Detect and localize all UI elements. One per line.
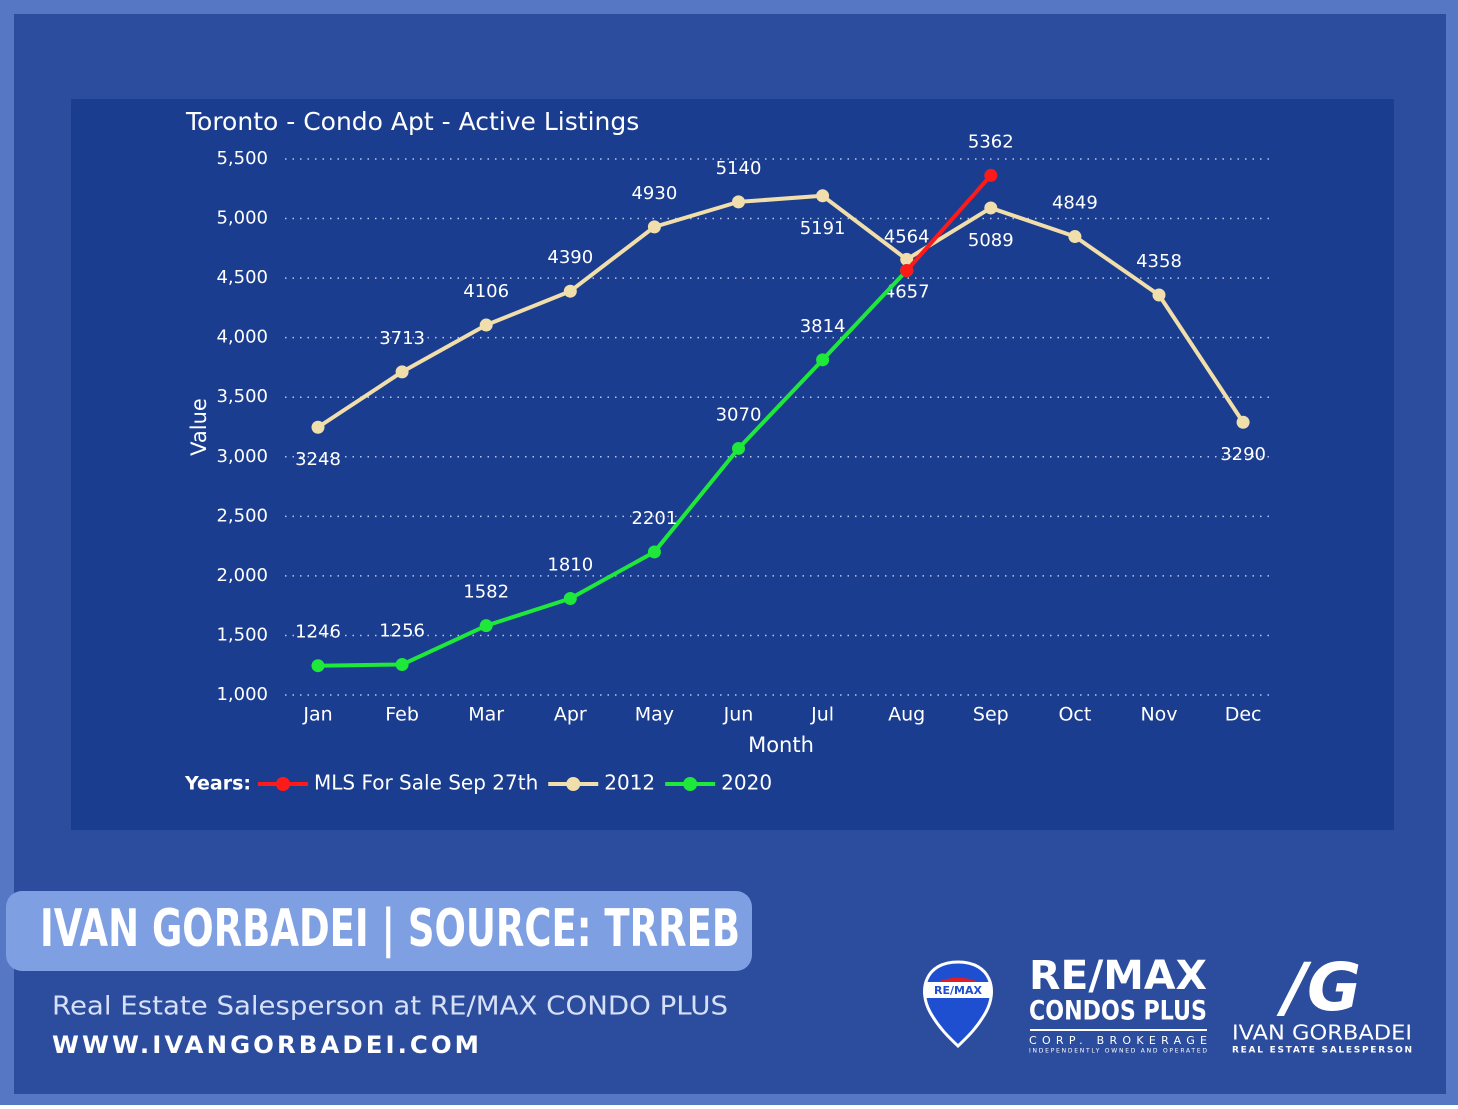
y-tick-label: 4,500 bbox=[216, 267, 268, 288]
website: WWW.IVANGORBADEI.COM bbox=[52, 1031, 482, 1059]
x-axis-label: Month bbox=[748, 733, 814, 757]
banner bbox=[6, 891, 752, 971]
monogram: /G bbox=[1276, 949, 1361, 1026]
point bbox=[647, 545, 661, 559]
x-tick-label: Mar bbox=[468, 704, 504, 726]
chart-panel bbox=[71, 99, 1394, 830]
point bbox=[647, 220, 661, 234]
point bbox=[479, 619, 493, 633]
y-tick-label: 3,500 bbox=[216, 386, 268, 407]
x-tick-label: Jan bbox=[302, 704, 332, 726]
y-tick-label: 2,500 bbox=[216, 505, 268, 526]
legend: MLS For Sale Sep 27th 2012 2020 bbox=[258, 771, 772, 795]
point bbox=[395, 658, 409, 672]
y-tick-label: 5,500 bbox=[216, 148, 268, 169]
data-label: 1810 bbox=[547, 555, 593, 576]
point bbox=[816, 189, 830, 203]
point bbox=[479, 318, 493, 332]
x-tick-label: Jul bbox=[810, 704, 834, 726]
point bbox=[816, 353, 830, 367]
data-label: 5362 bbox=[968, 131, 1014, 152]
x-tick-label: Feb bbox=[385, 704, 419, 726]
banner-text: IVAN GORBADEI | SOURCE: TRREB bbox=[40, 899, 740, 959]
point bbox=[732, 441, 745, 455]
data-label: 4657 bbox=[884, 281, 930, 302]
x-tick-label: Jun bbox=[723, 704, 754, 726]
x-tick-label: May bbox=[635, 704, 674, 726]
legend-label: 2020 bbox=[721, 771, 772, 795]
legend-marker bbox=[276, 777, 290, 791]
point bbox=[311, 420, 325, 434]
data-label: 4930 bbox=[631, 183, 677, 204]
series-line bbox=[905, 174, 993, 272]
legend-label: MLS For Sale Sep 27th bbox=[314, 771, 538, 795]
remax-logo: RE/MAX bbox=[1029, 953, 1207, 999]
y-tick-label: 4,000 bbox=[216, 327, 268, 348]
data-label: 5089 bbox=[968, 230, 1014, 251]
data-label: 1256 bbox=[379, 621, 425, 642]
y-tick-label: 1,500 bbox=[216, 624, 268, 645]
point bbox=[984, 201, 998, 215]
x-tick-label: Dec bbox=[1225, 704, 1262, 726]
data-label: 3070 bbox=[716, 404, 762, 425]
point bbox=[563, 284, 577, 298]
y-tick-label: 2,000 bbox=[216, 565, 268, 586]
point bbox=[395, 365, 409, 379]
data-label: 3814 bbox=[800, 316, 846, 337]
point bbox=[984, 168, 998, 182]
balloon-band bbox=[926, 982, 990, 998]
data-label: 4390 bbox=[547, 247, 593, 268]
x-tick-label: Oct bbox=[1058, 704, 1091, 726]
data-label: 3713 bbox=[379, 328, 425, 349]
series-line bbox=[316, 193, 1245, 429]
legend-label: 2012 bbox=[604, 771, 655, 795]
data-label: 1246 bbox=[295, 622, 341, 643]
data-label: 4564 bbox=[884, 226, 930, 247]
data-label: 4358 bbox=[1136, 251, 1182, 272]
plot: 1,000 1,500 2,000 2,500 3,000 3,500 4,000 4,500… bbox=[216, 131, 1273, 726]
x-tick-label: Apr bbox=[554, 704, 587, 726]
owned: INDEPENDENTLY OWNED AND OPERATED bbox=[1029, 1048, 1207, 1055]
point bbox=[732, 195, 745, 209]
data-label: 1582 bbox=[463, 582, 509, 603]
data-label: 5140 bbox=[716, 158, 762, 179]
data-label: 3290 bbox=[1220, 444, 1266, 465]
chart-title: Toronto - Condo Apt - Active Listings bbox=[185, 107, 639, 136]
y-axis-label: Value bbox=[187, 398, 211, 456]
point bbox=[311, 659, 325, 673]
point bbox=[900, 252, 914, 266]
y-tick-label: 5,000 bbox=[216, 208, 268, 229]
point bbox=[1236, 415, 1250, 429]
agent-title: REAL ESTATE SALESPERSON bbox=[1232, 1046, 1412, 1056]
point bbox=[900, 263, 914, 277]
legend-marker bbox=[683, 777, 698, 791]
data-label: 5191 bbox=[800, 218, 846, 239]
point bbox=[563, 592, 577, 606]
data-label: 2201 bbox=[631, 508, 677, 529]
condos-plus: CONDOS PLUS bbox=[1029, 996, 1207, 1027]
x-tick-label: Sep bbox=[973, 704, 1009, 726]
x-tick-label: Aug bbox=[888, 704, 925, 726]
y-tick-label: 3,000 bbox=[216, 446, 268, 467]
y-tick-label: 1,000 bbox=[216, 684, 268, 705]
series-line bbox=[317, 269, 909, 668]
data-label: 3248 bbox=[295, 449, 341, 470]
balloon-text: RE/MAX bbox=[934, 984, 982, 997]
point bbox=[1068, 230, 1082, 244]
legend-title: Years: bbox=[184, 773, 251, 795]
tagline: Real Estate Salesperson at RE/MAX CONDO … bbox=[52, 992, 728, 1022]
data-label: 4106 bbox=[463, 281, 509, 302]
data-label: 4849 bbox=[1052, 193, 1098, 214]
point bbox=[1152, 288, 1166, 302]
legend-marker bbox=[566, 777, 581, 791]
agent-name: IVAN GORBADEI bbox=[1232, 1021, 1412, 1045]
x-tick-label: Nov bbox=[1140, 704, 1177, 726]
